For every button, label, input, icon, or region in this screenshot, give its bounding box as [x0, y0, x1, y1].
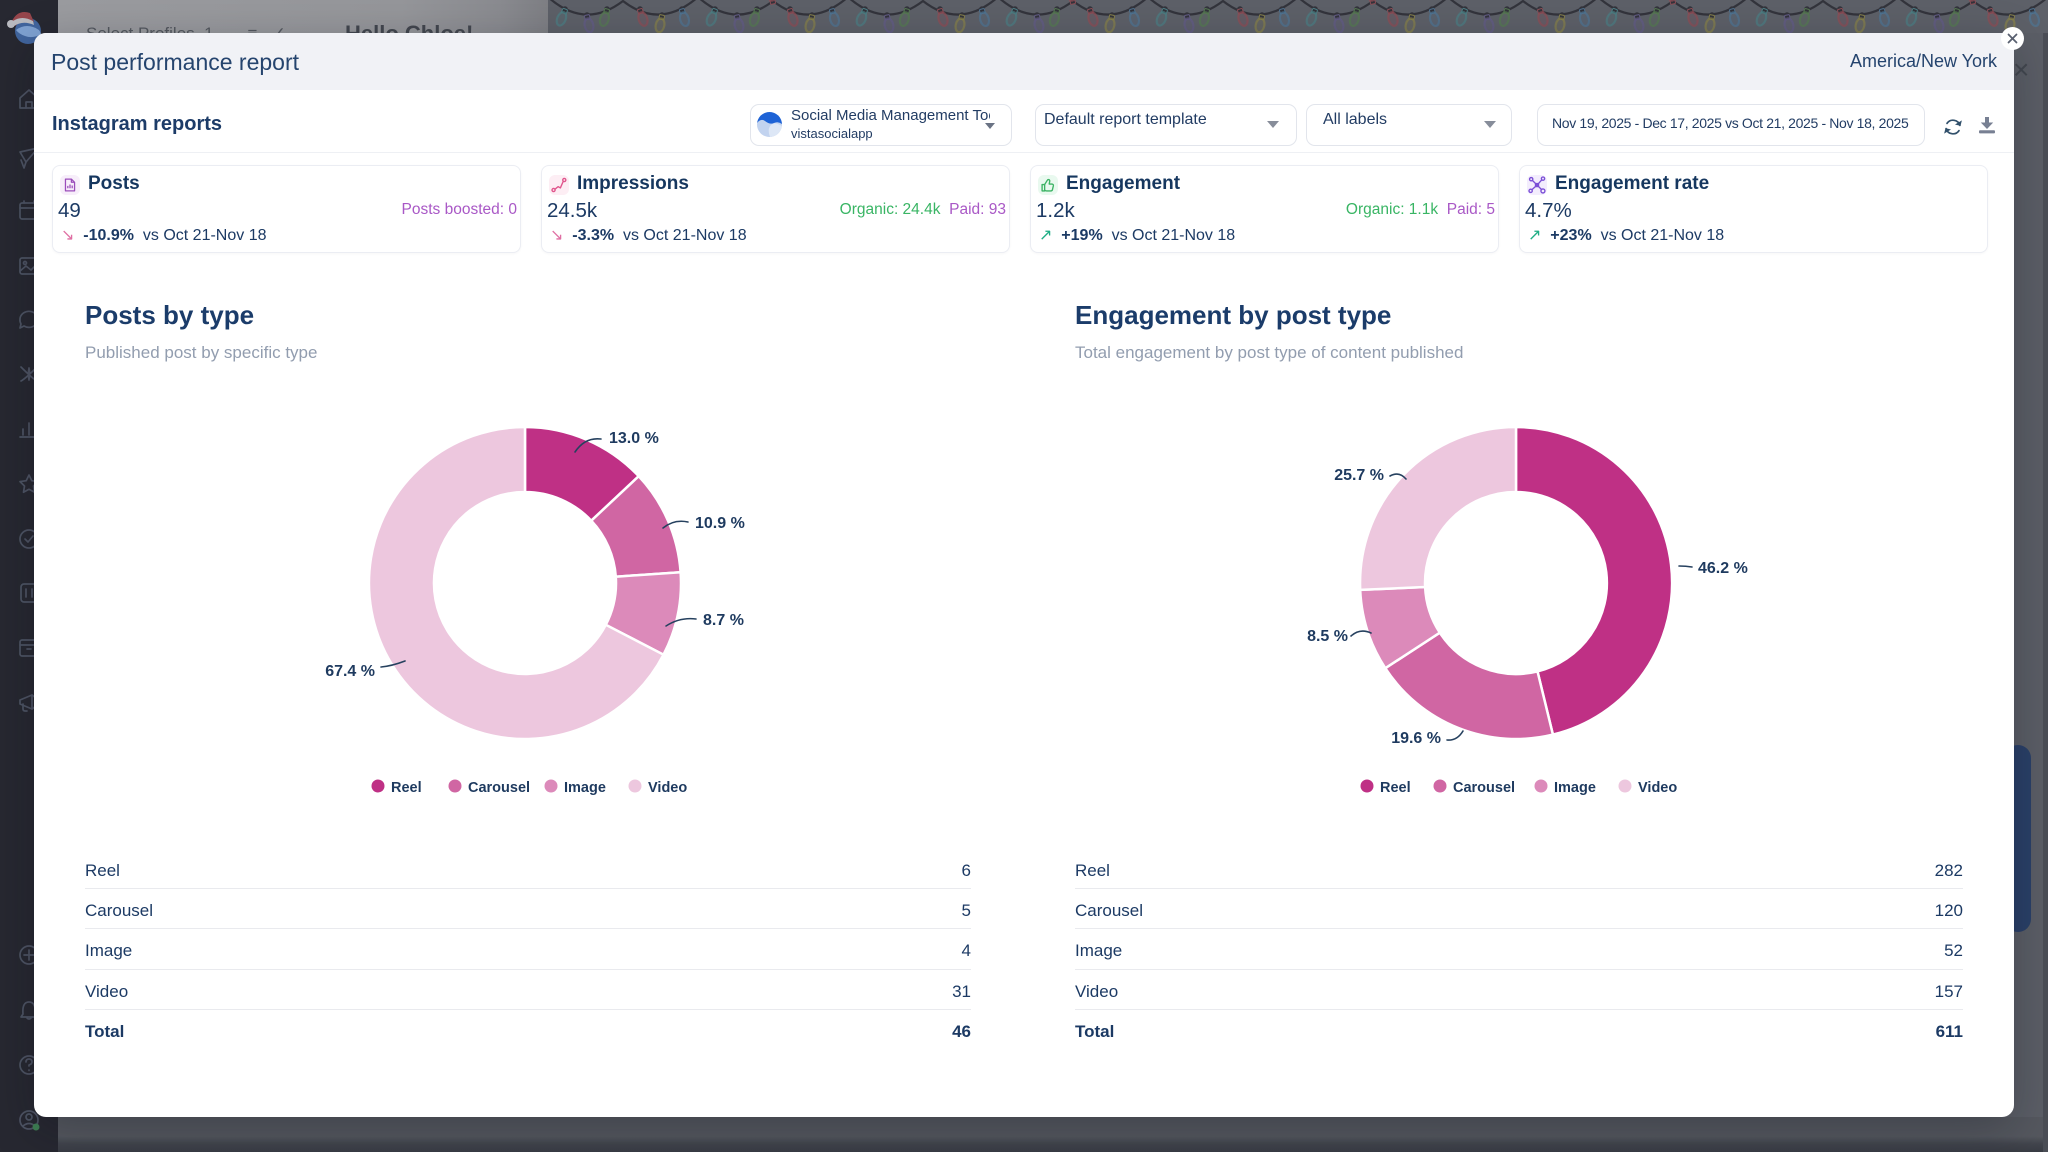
svg-text:Reel: Reel: [391, 780, 422, 796]
svg-text:19.6 %: 19.6 %: [1391, 730, 1441, 747]
svg-text:8.5 %: 8.5 %: [1307, 628, 1348, 645]
svg-text:Carousel: Carousel: [468, 780, 530, 796]
svg-text:46.2 %: 46.2 %: [1698, 560, 1748, 577]
svg-text:Image: Image: [564, 780, 606, 796]
svg-text:13.0 %: 13.0 %: [609, 430, 659, 447]
svg-text:Reel: Reel: [1380, 780, 1411, 796]
svg-text:10.9 %: 10.9 %: [695, 515, 745, 532]
svg-text:67.4 %: 67.4 %: [325, 663, 375, 680]
svg-text:Carousel: Carousel: [1453, 780, 1515, 796]
svg-text:8.7 %: 8.7 %: [703, 612, 744, 629]
svg-text:Image: Image: [1554, 780, 1596, 796]
svg-text:25.7 %: 25.7 %: [1334, 467, 1384, 484]
svg-text:Video: Video: [1638, 780, 1677, 796]
svg-text:Video: Video: [648, 780, 687, 796]
